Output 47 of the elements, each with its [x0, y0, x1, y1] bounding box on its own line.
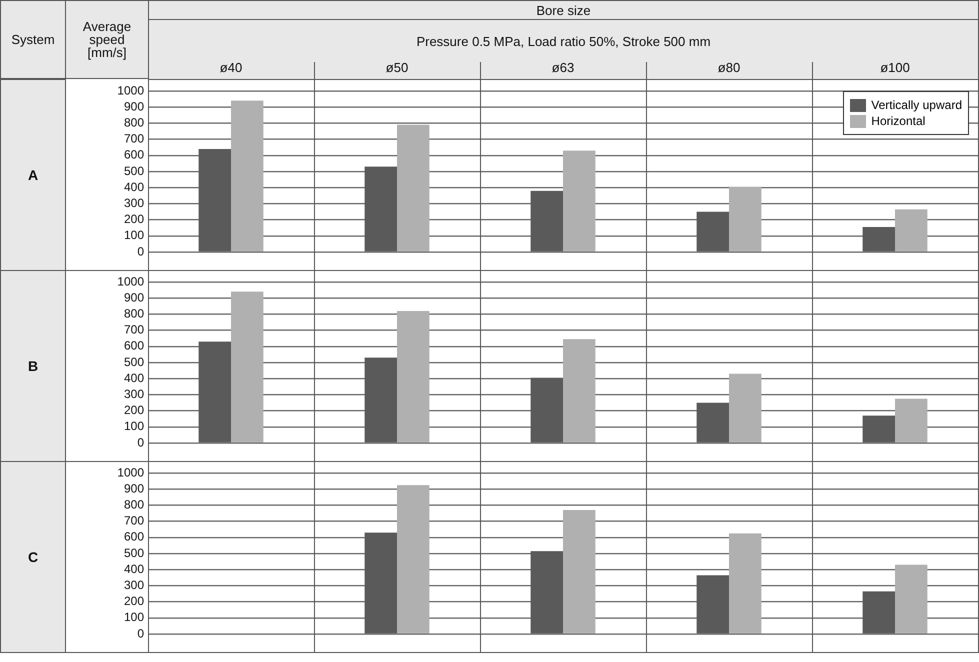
y-tick-label: 100 [124, 228, 144, 242]
y-tick-label: 1000 [117, 274, 144, 288]
x-tick-label: ø50 [386, 60, 408, 75]
legend-label: Vertically upward [871, 98, 962, 112]
y-tick-label: 900 [124, 290, 144, 304]
y-tick-label: 600 [124, 338, 144, 353]
text: B [0, 270, 66, 462]
y-tick-label: 800 [124, 498, 144, 512]
y-tick-label: 300 [124, 196, 144, 210]
y-tick-label: 700 [124, 514, 144, 528]
y-tick-label: 200 [124, 594, 144, 608]
y-tick-label: 600 [124, 148, 144, 162]
y-tick-label: 800 [124, 306, 144, 321]
chart-subtitle: Pressure 0.5 MPa, Load ratio 50%, Stroke 500 mm [416, 34, 711, 48]
y-tick-label: 1000 [117, 465, 144, 480]
x-tick-label: ø40 [220, 60, 242, 75]
y-tick-label: 300 [124, 578, 144, 592]
y-tick-label: 500 [124, 354, 144, 369]
y-tick-label: 200 [124, 403, 144, 418]
y-tick-label: 500 [124, 546, 144, 560]
y-tick-label: 500 [124, 164, 144, 178]
y-tick-label: 400 [124, 562, 144, 576]
y-tick-label: 600 [124, 530, 144, 544]
y-tick-label: 700 [124, 322, 144, 337]
legend-label: Horizontal [871, 114, 926, 128]
y-tick-label: 0 [137, 244, 144, 258]
y-tick-label: 0 [137, 626, 144, 640]
y-tick-label: 400 [124, 180, 144, 194]
y-tick-label: 900 [124, 99, 144, 114]
text: A [0, 79, 66, 271]
x-tick-label: ø63 [552, 60, 574, 75]
y-axis-title: Average speed [mm/s] [65, 0, 149, 79]
y-tick-label: 0 [137, 435, 144, 450]
y-tick-label: 700 [124, 132, 144, 146]
y-tick-label: 800 [124, 116, 144, 130]
x-tick-label: ø100 [880, 60, 910, 75]
y-tick-label: 100 [124, 419, 144, 434]
y-tick-label: 900 [124, 481, 144, 496]
text: C [0, 461, 66, 653]
text: System [0, 0, 66, 79]
y-tick-label: 100 [124, 610, 144, 624]
y-tick-label: 200 [124, 212, 144, 226]
text: Bore size [148, 0, 979, 20]
y-tick-label: 400 [124, 370, 144, 385]
y-tick-label: 1000 [117, 83, 144, 98]
y-tick-label: 300 [124, 387, 144, 402]
x-tick-label: ø80 [718, 60, 740, 75]
